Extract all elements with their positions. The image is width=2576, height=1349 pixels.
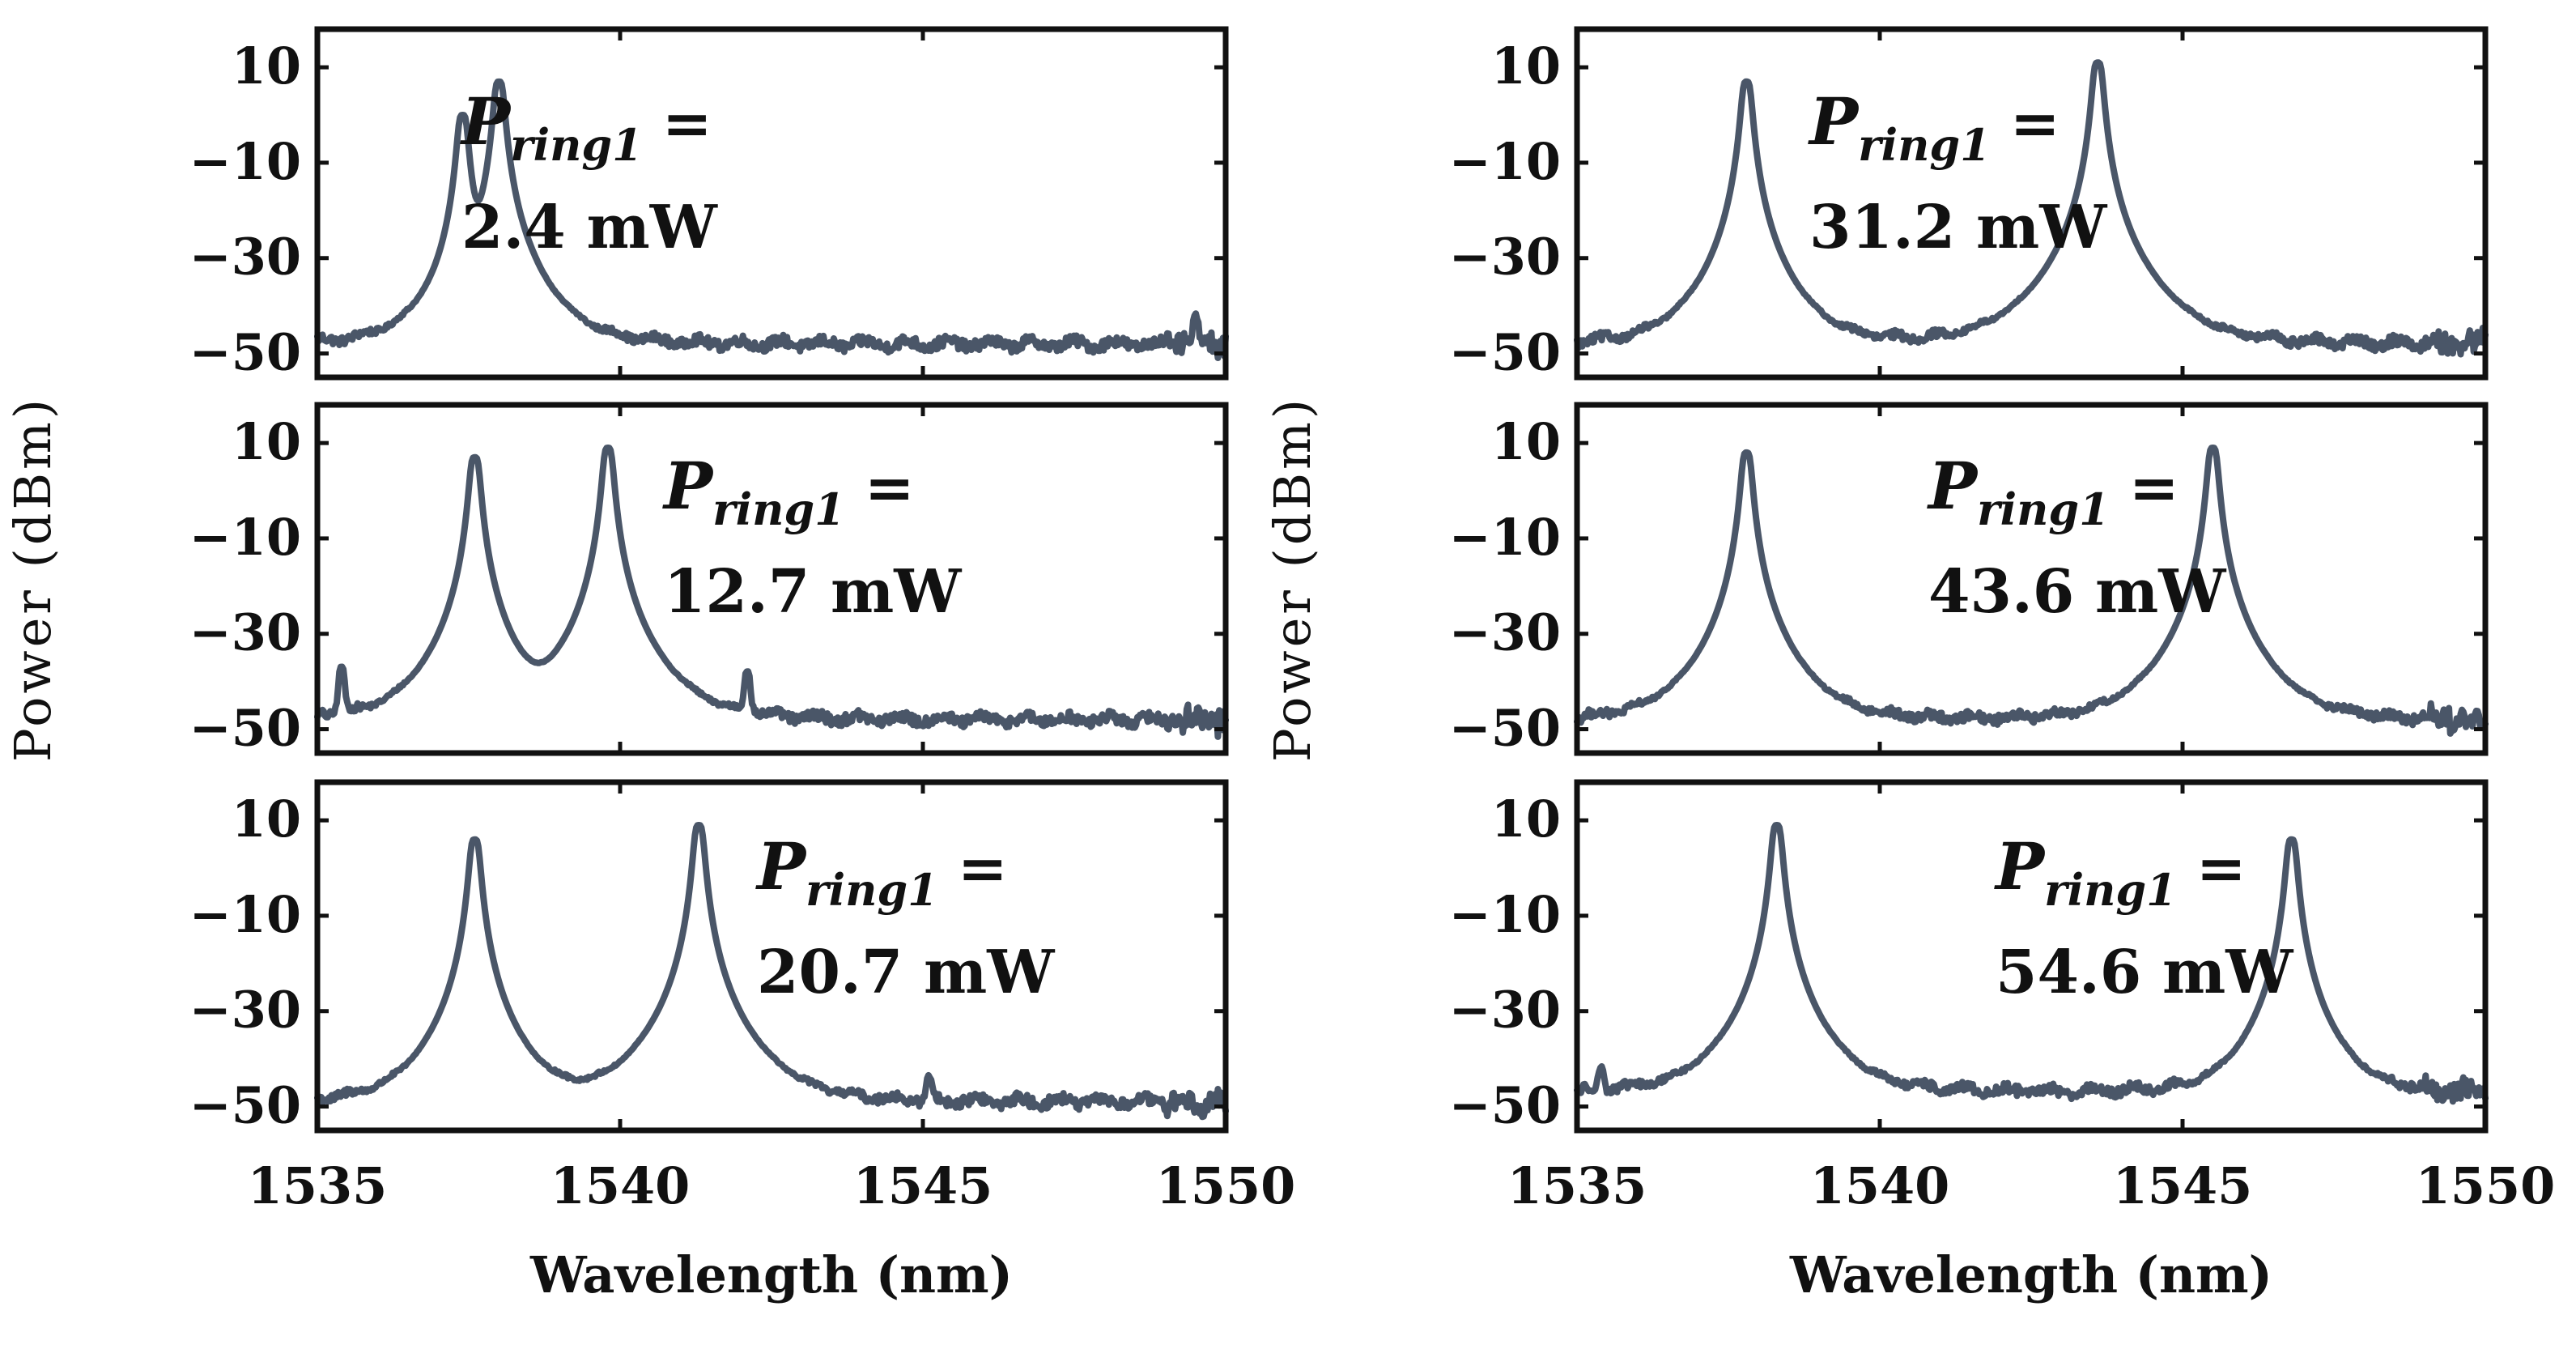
x-tick-label: 1550	[1156, 1156, 1296, 1215]
spectrum-trace	[1574, 822, 2489, 1105]
spectrum-trace	[1574, 59, 2489, 358]
power-label-symbol: Pring1 =	[460, 83, 712, 171]
x-tick-label: 1545	[2113, 1156, 2253, 1215]
power-label-value: 12.7 mW	[664, 557, 962, 627]
y-tick-label: −50	[189, 1076, 301, 1135]
power-label-value: 20.7 mW	[757, 938, 1055, 1007]
y-tick-label: −10	[1449, 132, 1561, 191]
power-label-symbol: Pring1 =	[1808, 83, 2060, 171]
y-tick-label: −10	[1449, 508, 1561, 567]
plot-frame	[314, 779, 1229, 1134]
x-tick-label: 1540	[1810, 1156, 1950, 1215]
y-tick-label: −30	[189, 981, 301, 1040]
x-tick-label: 1535	[248, 1156, 388, 1215]
y-tick-label: 10	[1491, 36, 1561, 96]
x-tick-label: 1540	[550, 1156, 691, 1215]
x-tick-label: 1535	[1507, 1156, 1647, 1215]
y-tick-label: −10	[189, 885, 301, 944]
panel-1-1: 10 −10 −30 −50 Pring1 = 43.6 mW	[1449, 402, 2489, 758]
y-tick-label: 10	[1491, 412, 1561, 471]
panels-layer: 10 −10 −30 −50 Pring1 = 2.4 mW 10 −10 −30 −50 Pring…	[3, 26, 2556, 1304]
y-tick-label: −50	[1449, 1076, 1561, 1135]
y-tick-label: −30	[189, 228, 301, 287]
y-tick-label: −30	[1449, 603, 1561, 662]
power-label-value: 31.2 mW	[1809, 193, 2107, 262]
y-tick-label: −30	[1449, 228, 1561, 287]
y-axis-title: Power (dBm)	[3, 396, 62, 762]
power-label-value: 2.4 mW	[461, 193, 718, 262]
y-tick-label: −30	[189, 603, 301, 662]
x-axis-title: Wavelength (nm)	[529, 1245, 1013, 1304]
plot-frame	[1574, 779, 2489, 1134]
y-axis-title: Power (dBm)	[1263, 396, 1322, 762]
panel-1-0: 10 −10 −30 −50 Pring1 = 31.2 mW	[1449, 26, 2489, 382]
power-label-symbol: Pring1 =	[1994, 828, 2247, 916]
plot-frame	[1574, 26, 2489, 381]
x-axis-title: Wavelength (nm)	[1789, 1245, 2272, 1304]
y-tick-label: 10	[232, 412, 301, 471]
spectrum-trace	[314, 445, 1229, 740]
plot-frame	[1574, 402, 2489, 756]
y-tick-label: −50	[189, 699, 301, 758]
x-tick-label: 1545	[853, 1156, 993, 1215]
plot-frame	[314, 402, 1229, 756]
spectrum-trace	[1574, 445, 2489, 737]
power-label-value: 43.6 mW	[1928, 557, 2226, 627]
y-tick-label: −10	[1449, 885, 1561, 944]
y-tick-label: 10	[1491, 789, 1561, 849]
y-tick-label: −10	[189, 508, 301, 567]
x-tick-label: 1550	[2416, 1156, 2556, 1215]
panel-0-2: 10 −10 −30 −50 Pring1 = 20.7 mW 1535 1540 1545 155…	[189, 779, 1296, 1304]
power-label-symbol: Pring1 =	[662, 448, 915, 535]
panel-0-0: 10 −10 −30 −50 Pring1 = 2.4 mW	[189, 26, 1229, 382]
y-tick-label: −30	[1449, 981, 1561, 1040]
y-tick-label: 10	[232, 789, 301, 849]
power-label-symbol: Pring1 =	[1927, 448, 2179, 535]
spectrum-trace	[314, 78, 1229, 361]
power-label-value: 54.6 mW	[1996, 938, 2293, 1007]
y-tick-label: −50	[1449, 699, 1561, 758]
plot-frame	[314, 26, 1229, 381]
y-tick-label: 10	[232, 36, 301, 96]
power-label-symbol: Pring1 =	[755, 828, 1008, 916]
panel-0-1: 10 −10 −30 −50 Pring1 = 12.7 mW	[189, 402, 1229, 758]
panel-1-2: 10 −10 −30 −50 Pring1 = 54.6 mW 1535 1540 1545 155…	[1449, 779, 2556, 1304]
y-tick-label: −50	[189, 323, 301, 382]
y-tick-label: −50	[1449, 323, 1561, 382]
y-tick-label: −10	[189, 132, 301, 191]
spectrum-trace	[314, 822, 1229, 1121]
